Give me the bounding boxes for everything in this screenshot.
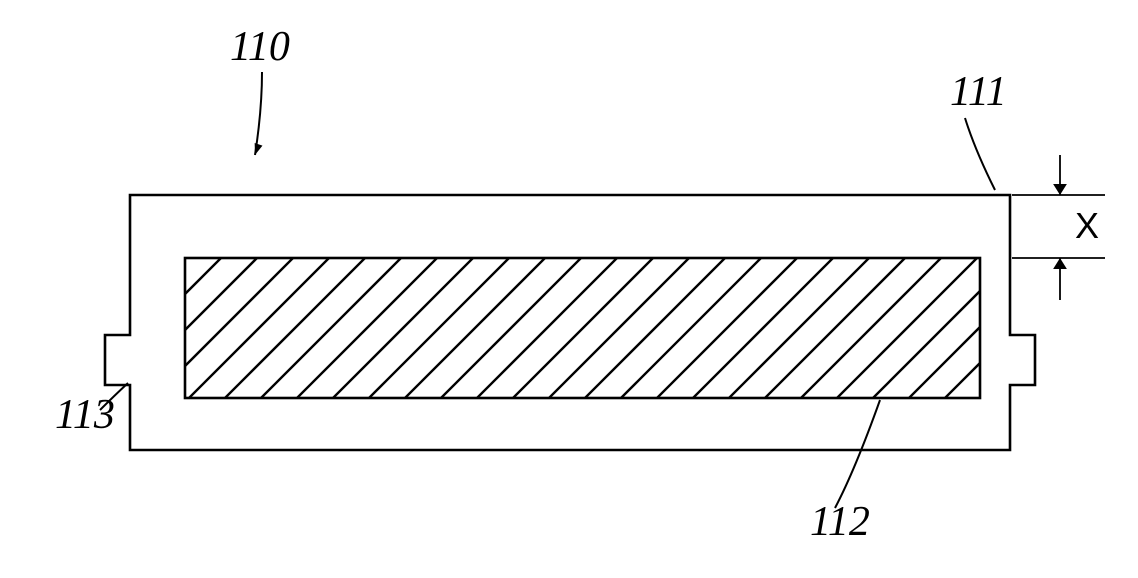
diagram-svg: 110 111 112 113 X: [0, 0, 1138, 578]
label-113: 113: [55, 392, 115, 438]
label-112: 112: [810, 499, 870, 545]
label-111: 111: [950, 69, 1007, 115]
label-dim-x: X: [1075, 205, 1099, 246]
label-110: 110: [230, 24, 290, 70]
